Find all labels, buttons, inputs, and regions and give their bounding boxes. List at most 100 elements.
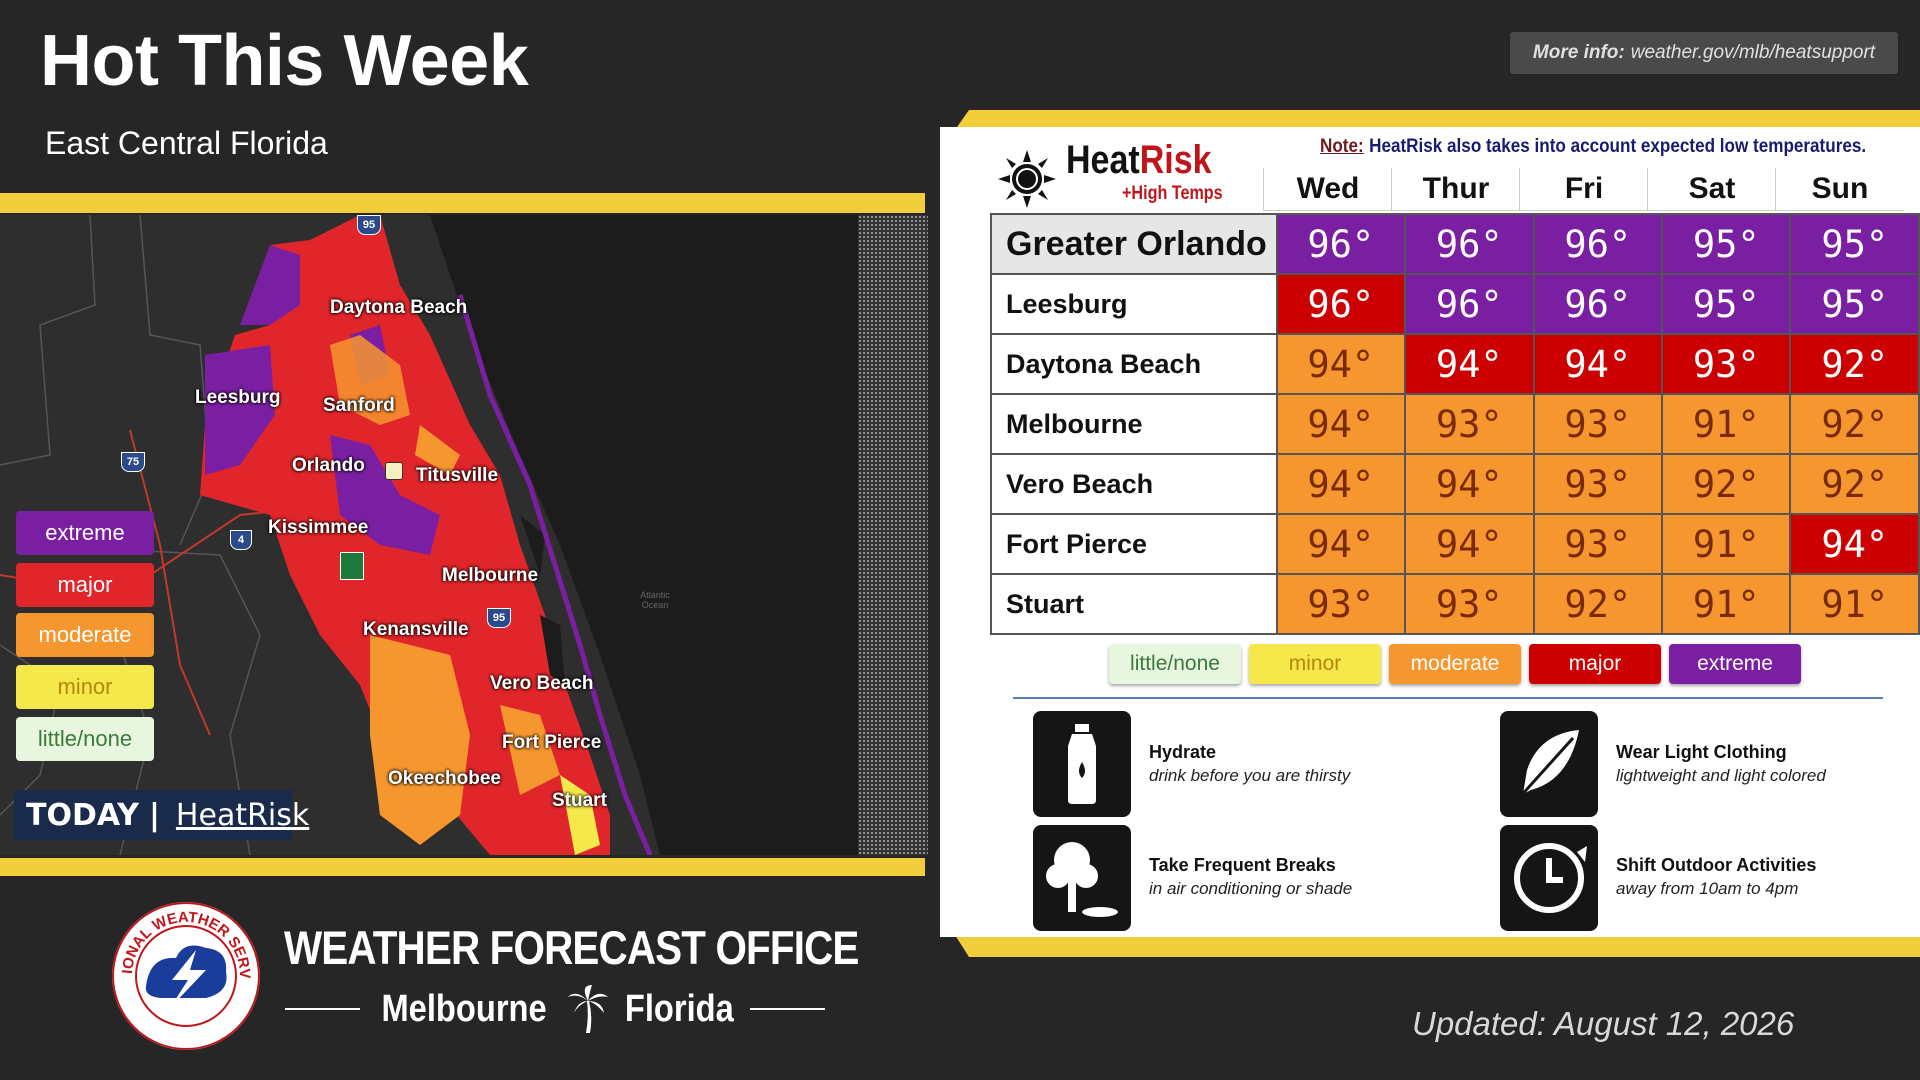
forecast-temp-cell: 93° [1275, 573, 1407, 635]
heatrisk-map: Daytona Beach Leesburg Sanford Orlando T… [0, 215, 858, 855]
office-state: Florida [624, 987, 734, 1030]
scale-legend-minor: minor [1249, 644, 1381, 684]
forecast-temp-cell: 96° [1404, 213, 1535, 275]
map-label-kissimmee: Kissimmee [268, 517, 369, 538]
tip-title-clothing: Wear Light Clothing [1616, 742, 1787, 762]
panel-top-stripe [955, 110, 1920, 130]
day-header-sat: Sat [1647, 168, 1776, 211]
forecast-temp-cell: 92° [1789, 333, 1920, 395]
tip-title-breaks: Take Frequent Breaks [1149, 855, 1336, 875]
more-info-link[interactable]: More info: weather.gov/mlb/heatsupport [1510, 32, 1898, 74]
forecast-temp-cell: 96° [1275, 273, 1407, 335]
interstate-95-shield: 95 [357, 215, 381, 235]
forecast-temp-cell: 94° [1532, 333, 1663, 395]
clock-icon [1500, 825, 1598, 931]
forecast-city: Leesburg [990, 273, 1278, 335]
map-legend-little-none: little/none [16, 717, 154, 761]
dither-divider [858, 215, 928, 855]
map-label-sanford: Sanford [323, 395, 395, 416]
heatrisk-logo-subtitle: +High Temps [1122, 183, 1223, 204]
forecast-temp-cell: 93° [1660, 333, 1792, 395]
forecast-temp-cell: 93° [1404, 573, 1535, 635]
map-legend-extreme: extreme [16, 511, 154, 555]
day-header-sun: Sun [1775, 168, 1904, 211]
forecast-row: Fort Pierce 94° 94° 93° 91° 94° [990, 513, 1920, 575]
map-label-melbourne: Melbourne [442, 565, 539, 586]
forecast-temp-cell: 92° [1789, 453, 1920, 515]
forecast-city: Greater Orlando [990, 213, 1278, 275]
forecast-temp-cell: 94° [1275, 513, 1407, 575]
tip-title-shift: Shift Outdoor Activities [1616, 855, 1817, 875]
scale-legend-little-none: little/none [1109, 644, 1241, 684]
forecast-temp-cell: 95° [1789, 273, 1920, 335]
forecast-temp-cell: 96° [1275, 213, 1407, 275]
scale-legend-extreme: extreme [1669, 644, 1801, 684]
heatrisk-note: Note: HeatRisk also takes into account ex… [1320, 136, 1867, 157]
forecast-temp-cell: 91° [1660, 573, 1792, 635]
feather-icon [1500, 711, 1598, 817]
divider-line [1013, 697, 1883, 699]
turnpike-shield [340, 552, 364, 580]
forecast-city: Melbourne [990, 393, 1278, 455]
interstate-75-shield: 75 [121, 452, 145, 472]
map-legend-moderate: moderate [16, 613, 154, 657]
forecast-row: Vero Beach 94° 94° 93° 92° 92° [990, 453, 1920, 515]
tip-title-hydrate: Hydrate [1149, 742, 1217, 762]
forecast-city: Fort Pierce [990, 513, 1278, 575]
more-info-url[interactable]: weather.gov/mlb/heatsupport [1630, 42, 1876, 63]
tip-subtitle-shift: away from 10am to 4pm [1616, 879, 1799, 898]
forecast-temp-cell: 91° [1660, 393, 1792, 455]
top-stripe-left [0, 193, 925, 213]
forecast-temp-cell: 95° [1789, 213, 1920, 275]
heatrisk-forecast-table: Greater Orlando 96° 96° 96° 95° 95° Leesburg 96… [990, 213, 1920, 635]
forecast-temp-cell: 94° [1789, 513, 1920, 575]
interstate-95-shield-south: 95 [487, 608, 511, 628]
tip-subtitle-breaks: in air conditioning or shade [1149, 879, 1353, 898]
forecast-row: Daytona Beach 94° 94° 94° 93° 92° [990, 333, 1920, 395]
map-label-daytona-beach: Daytona Beach [330, 297, 468, 318]
today-separator: | [148, 797, 160, 833]
today-heatrisk-link[interactable]: HeatRisk [175, 797, 310, 833]
forecast-row: Melbourne 94° 93° 93° 91° 92° [990, 393, 1920, 455]
updated-date: Updated: August 12, 2026 [1412, 1005, 1795, 1042]
panel-bottom-stripe [955, 935, 1920, 957]
ocean-label: Atlantic Ocean [640, 590, 670, 610]
forecast-city: Stuart [990, 573, 1278, 635]
route-shield [385, 462, 403, 480]
scale-legend-moderate: moderate [1389, 644, 1521, 684]
bottom-stripe-left [0, 858, 925, 876]
tip-subtitle-clothing: lightweight and light colored [1616, 766, 1826, 785]
forecast-temp-cell: 96° [1532, 273, 1663, 335]
water-bottle-icon [1033, 711, 1131, 817]
forecast-temp-cell: 94° [1404, 453, 1535, 515]
forecast-city: Daytona Beach [990, 333, 1278, 395]
rule-left [285, 1008, 360, 1010]
office-title: WEATHER FORECAST OFFICE [284, 921, 859, 974]
map-legend-minor: minor [16, 665, 154, 709]
map-label-kenansville: Kenansville [363, 619, 469, 640]
office-city: Melbourne [381, 987, 547, 1030]
forecast-temp-cell: 94° [1404, 513, 1535, 575]
map-label-fort-pierce: Fort Pierce [502, 732, 602, 753]
forecast-temp-cell: 94° [1404, 333, 1535, 395]
map-label-leesburg: Leesburg [195, 387, 281, 408]
forecast-temp-cell: 93° [1404, 393, 1535, 455]
day-header-wed: Wed [1263, 168, 1392, 211]
tip-subtitle-hydrate: drink before you are thirsty [1149, 766, 1351, 785]
map-label-vero-beach: Vero Beach [490, 673, 594, 694]
forecast-city: Vero Beach [990, 453, 1278, 515]
scale-legend-major: major [1529, 644, 1661, 684]
page-subtitle: East Central Florida [45, 125, 328, 161]
tree-shade-icon [1033, 825, 1131, 931]
forecast-row: Leesburg 96° 96° 96° 95° 95° [990, 273, 1920, 335]
forecast-temp-cell: 93° [1532, 453, 1663, 515]
forecast-temp-cell: 96° [1404, 273, 1535, 335]
map-label-titusville: Titusville [416, 465, 499, 486]
day-header-fri: Fri [1519, 168, 1648, 211]
forecast-temp-cell: 93° [1532, 393, 1663, 455]
forecast-temp-cell: 94° [1275, 393, 1407, 455]
forecast-temp-cell: 96° [1532, 213, 1663, 275]
map-label-stuart: Stuart [552, 790, 607, 811]
page-title: Hot This Week [40, 21, 529, 101]
office-location: Melbourne Florida [285, 985, 825, 1033]
